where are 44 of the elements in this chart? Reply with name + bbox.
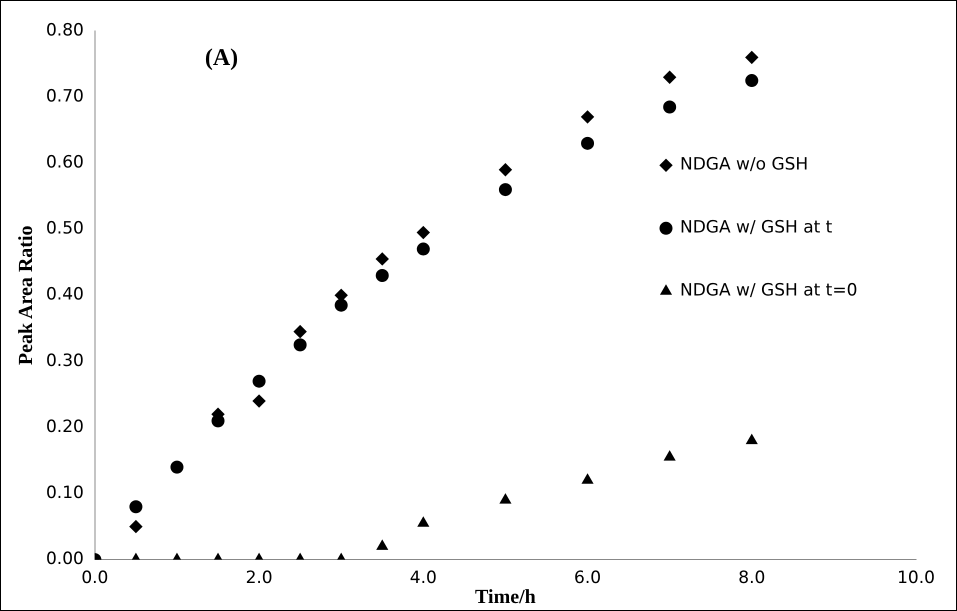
y-tick-label: 0.10	[46, 482, 84, 503]
point	[498, 183, 512, 196]
point	[252, 374, 266, 388]
point	[745, 74, 758, 88]
legend-label: NDGA w/o GSH	[680, 154, 808, 175]
point	[581, 110, 594, 124]
y-tick-label: 0.20	[46, 416, 84, 437]
point	[376, 252, 389, 266]
y-tick-label: 0.00	[46, 549, 84, 570]
x-tick-label: 2.0	[246, 568, 273, 588]
point	[500, 494, 512, 504]
point	[663, 70, 676, 84]
point	[746, 434, 758, 444]
x-tick-label: 6.0	[574, 568, 602, 588]
point	[582, 474, 594, 484]
point	[663, 100, 676, 114]
y-tick-label: 0.70	[46, 86, 84, 106]
y-tick-label: 0.60	[46, 152, 84, 173]
point	[294, 338, 307, 352]
x-tick-label: 10.0	[897, 568, 935, 588]
point	[418, 516, 430, 527]
point	[376, 268, 389, 282]
point	[294, 325, 307, 338]
annotation: (A)	[204, 45, 238, 72]
point	[252, 394, 266, 408]
x-tick-label: 4.0	[410, 568, 437, 588]
point	[334, 298, 348, 312]
y-tick-label: 0.40	[46, 284, 84, 305]
y-tick-label: 0.80	[46, 20, 84, 40]
y-axis-title: Peak Area Ratio	[15, 225, 38, 366]
point	[376, 540, 388, 550]
legend-label: NDGA w/ GSH at t=0	[680, 280, 858, 301]
y-tick-label: 0.30	[46, 350, 84, 371]
point	[416, 226, 430, 240]
x-tick-label: 8.0	[738, 568, 766, 588]
point	[664, 450, 676, 461]
legend-label: NDGA w/ GSH at t	[680, 218, 833, 238]
x-axis-title: Time/h	[475, 586, 536, 608]
point	[745, 50, 758, 64]
point	[498, 163, 512, 176]
point	[581, 136, 594, 150]
y-tick-label: 0.50	[46, 218, 84, 239]
x-tick-label: 0.0	[81, 568, 108, 588]
point	[416, 242, 430, 256]
